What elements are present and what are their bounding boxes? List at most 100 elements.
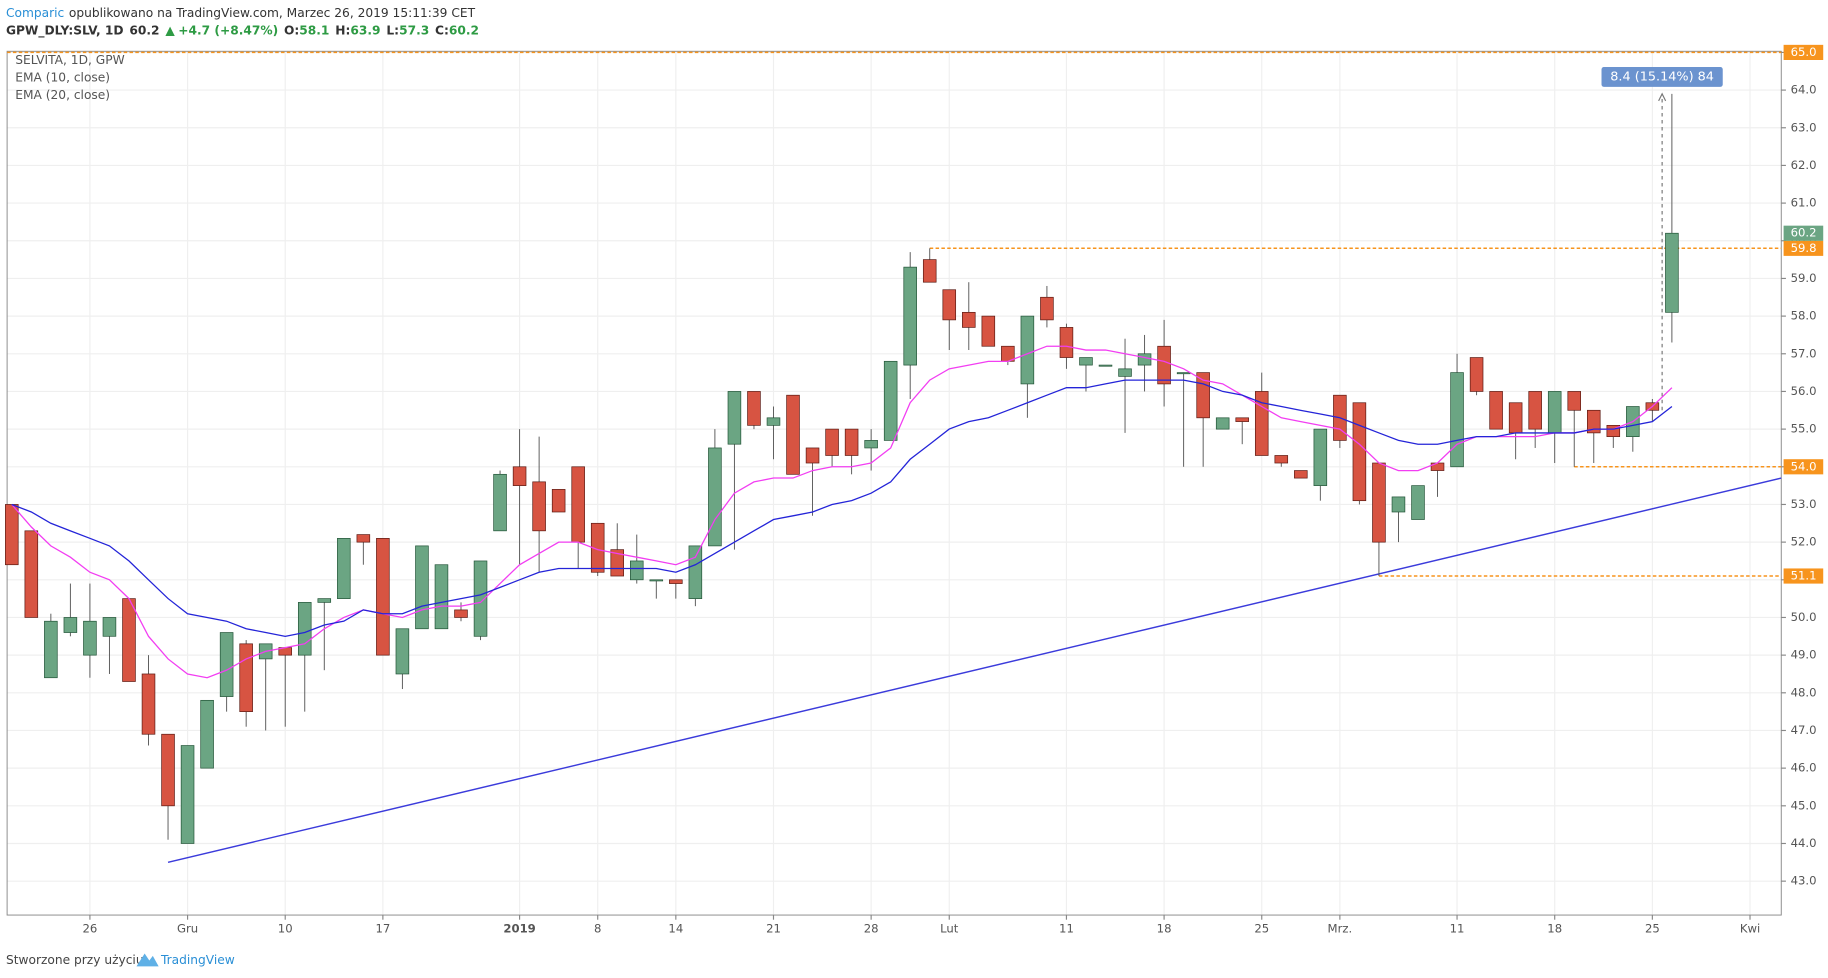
last-price-box — [1783, 225, 1824, 241]
candle-body — [493, 473, 507, 532]
candle-body — [63, 617, 78, 633]
candle-body — [317, 598, 332, 603]
candle-body — [161, 733, 175, 807]
candle-body — [922, 259, 937, 283]
candle-body — [766, 417, 781, 426]
level-box — [1783, 459, 1824, 475]
level-label: 59.8 — [1791, 241, 1817, 255]
candle-body — [122, 598, 136, 682]
candle-body — [1059, 327, 1074, 358]
y-tick-label: 44.0 — [1791, 836, 1817, 850]
candle-body — [1157, 345, 1171, 385]
candle-body — [1528, 391, 1542, 430]
y-tick-label: 49.0 — [1791, 648, 1817, 662]
y-tick-label: 46.0 — [1791, 761, 1817, 775]
candle-body — [981, 315, 996, 347]
candle-body — [297, 602, 312, 656]
candle-body — [688, 545, 703, 599]
candle-body — [1665, 232, 1679, 313]
candle-body — [454, 609, 468, 618]
last-price: 60.2 — [129, 23, 159, 37]
candle-body — [844, 428, 859, 456]
legend-ema10: EMA (10, close) — [15, 71, 110, 85]
candle-body — [1450, 372, 1464, 468]
y-tick-label: 55.0 — [1791, 422, 1817, 436]
x-tick-label: 8 — [594, 922, 601, 936]
candle-body — [1352, 402, 1367, 502]
y-tick-label: 47.0 — [1791, 723, 1817, 737]
x-tick-label: Gru — [177, 922, 198, 936]
h-label: H: — [335, 23, 350, 37]
arrow: ▲ — [165, 23, 175, 37]
footer-brand: TradingView — [160, 953, 235, 967]
level-label: 54.0 — [1791, 459, 1817, 473]
candle-body — [727, 391, 742, 445]
candle-body — [1469, 357, 1484, 392]
candle-body — [864, 440, 878, 449]
y-tick-label: 53.0 — [1791, 497, 1817, 511]
level-box — [1783, 44, 1824, 60]
x-tick-label: Kwi — [1740, 922, 1760, 936]
x-tick-label: 21 — [766, 922, 781, 936]
y-tick-label: 43.0 — [1791, 874, 1817, 888]
candle-body — [1508, 402, 1523, 434]
y-tick-label: 58.0 — [1791, 309, 1817, 323]
level-box — [1783, 240, 1824, 256]
candle-body — [649, 579, 664, 582]
header-line-2: GPW_DLY:SLV, 1D 60.2 ▲ +4.7 (+8.47%) O:58.1 H… — [6, 23, 479, 38]
measure-label: 8.4 (15.14%) 84 — [1610, 69, 1714, 84]
x-tick-label: 28 — [864, 922, 879, 936]
symbol: GPW_DLY:SLV, 1D — [6, 23, 124, 38]
candle-body — [1020, 315, 1035, 385]
candle-body — [415, 545, 429, 630]
candle-body — [102, 617, 117, 637]
candle-body — [1254, 391, 1269, 456]
footer: Stworzone przy użyciu — [6, 953, 144, 967]
candle-body — [376, 538, 390, 656]
level-label: 51.1 — [1791, 569, 1817, 583]
candle-body — [551, 489, 566, 513]
x-tick-label: 18 — [1157, 922, 1172, 936]
change: +4.7 (+8.47%) — [178, 23, 278, 37]
candle-body — [1274, 455, 1289, 464]
candle-body — [1606, 424, 1621, 437]
candle-body — [1489, 391, 1503, 430]
trendline — [167, 477, 1782, 863]
candle-body — [1411, 485, 1425, 520]
candle-body — [669, 579, 683, 584]
candle-body — [805, 447, 820, 464]
candle-body — [1079, 357, 1093, 366]
y-tick-label: 52.0 — [1791, 535, 1817, 549]
candle-body — [337, 538, 351, 599]
candle-body — [747, 391, 761, 426]
ema-line — [11, 345, 1673, 679]
y-tick-label: 48.0 — [1791, 685, 1817, 699]
published: opublikowano na TradingView.com, Marzec … — [69, 5, 476, 19]
x-tick-label: 11 — [1450, 922, 1465, 936]
candle-body — [434, 564, 449, 630]
candle-body — [1294, 470, 1308, 479]
candle-body — [219, 632, 234, 697]
y-tick-label: 62.0 — [1791, 158, 1817, 172]
legend-title: SELVITA, 1D, GPW — [15, 53, 124, 67]
candle-body — [1547, 391, 1562, 434]
last-price-label: 60.2 — [1791, 226, 1817, 240]
candle-body — [571, 466, 585, 543]
candle-body — [83, 620, 97, 656]
candle-body — [1235, 417, 1249, 422]
candle-body — [356, 534, 371, 543]
candle-body — [239, 643, 253, 712]
y-tick-label: 61.0 — [1791, 196, 1817, 210]
candle-body — [883, 360, 898, 441]
y-tick-label: 45.0 — [1791, 798, 1817, 812]
candle-body — [1196, 372, 1210, 419]
candle-body — [610, 549, 625, 577]
x-tick-label: 18 — [1547, 922, 1562, 936]
candle-body — [532, 481, 546, 532]
y-tick-label: 59.0 — [1791, 271, 1817, 285]
candle-body — [1176, 372, 1191, 375]
level-box — [1783, 568, 1824, 584]
candle-body — [395, 628, 410, 675]
